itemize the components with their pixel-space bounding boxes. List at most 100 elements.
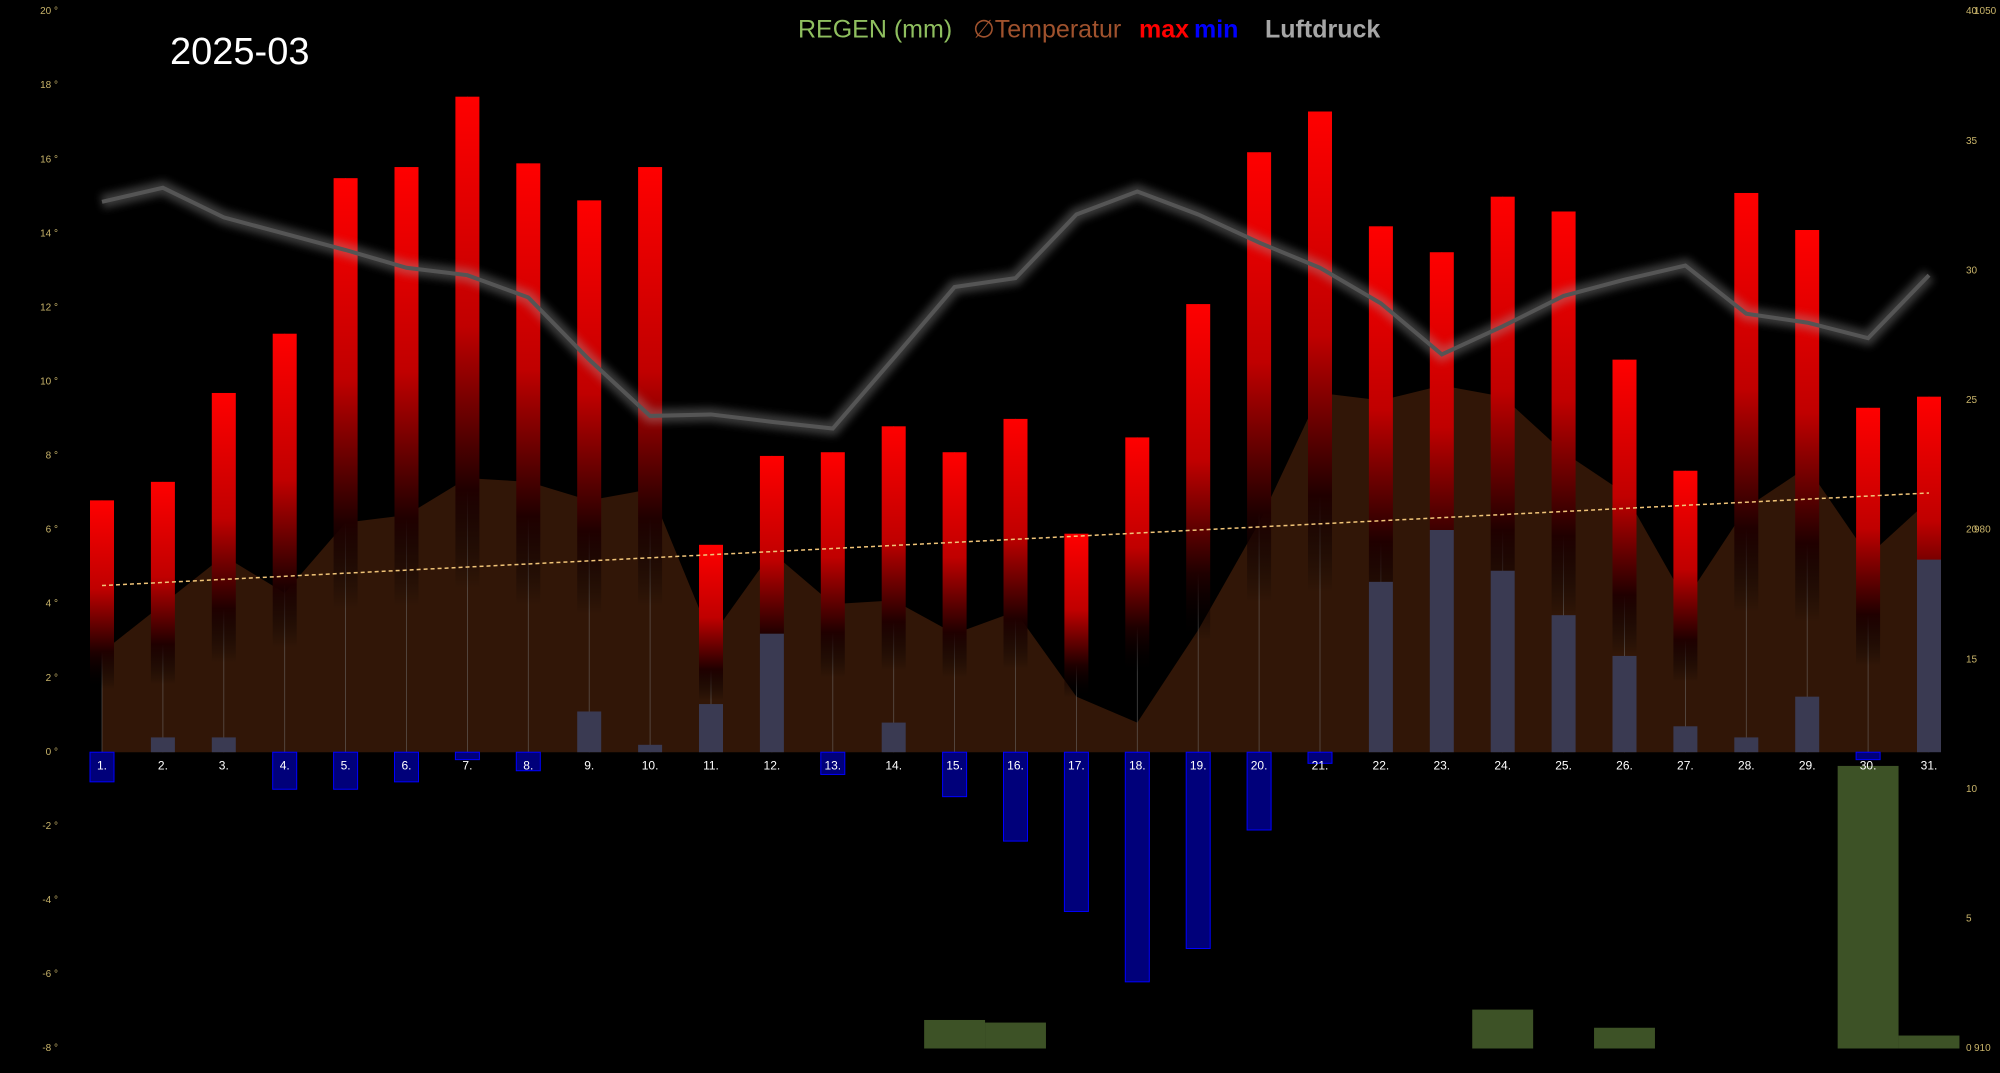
labels-layer: 1. 2. 3. 4. 5. 6. 7. 8. 9. 10. 11. 12. 13. 14. 15. 16. 1… (97, 758, 1937, 772)
x-tick-label: 6. (401, 758, 411, 772)
pressure-line (101, 185, 1931, 431)
min-bar (150, 737, 175, 753)
y-tick-label: 2 ° (46, 673, 58, 684)
min-bar (1734, 737, 1759, 753)
x-tick-label: 30. (1860, 758, 1877, 772)
max-bar (394, 167, 419, 753)
min-bar (1307, 751, 1333, 764)
min-bar (272, 751, 298, 790)
min-bar (881, 722, 906, 753)
y-tick-label: -2 ° (42, 821, 58, 832)
min-bar (1490, 570, 1515, 753)
x-tick-label: 20. (1251, 758, 1268, 772)
y2-tick-label: 30 (1966, 265, 1978, 276)
min-bar (454, 751, 480, 761)
x-tick-label: 1. (97, 758, 107, 772)
y-tick-label: -4 ° (42, 895, 58, 906)
max-bar (1856, 407, 1881, 753)
max-bar (272, 333, 297, 753)
min-bar (759, 633, 784, 753)
x-tick-label: 25. (1555, 758, 1572, 772)
min-bar (89, 751, 115, 783)
x-tick-label: 5. (341, 758, 351, 772)
trend-line (101, 492, 1930, 587)
x-tick-label: 4. (280, 758, 290, 772)
y2-tick-label: 20 (1966, 525, 1978, 536)
min-bar (211, 737, 236, 753)
max-bar (455, 96, 480, 753)
min-bar (820, 751, 846, 775)
y3-tick-label: 980 (1974, 525, 1991, 536)
rain-bar (985, 1022, 1046, 1049)
y2-tick-label: 10 (1966, 784, 1978, 795)
x-tick-label: 17. (1068, 758, 1085, 772)
min-bar (1855, 751, 1881, 761)
y-tick-label: 18 ° (40, 80, 58, 91)
x-tick-label: 31. (1921, 758, 1938, 772)
max-bar (638, 167, 663, 753)
y-tick-label: 16 ° (40, 154, 58, 165)
y2-tick-label: 25 (1966, 395, 1978, 406)
x-tick-label: 27. (1677, 758, 1694, 772)
x-tick-label: 16. (1007, 758, 1024, 772)
bars-layer (89, 96, 1941, 983)
x-tick-label: 13. (824, 758, 841, 772)
x-tick-label: 12. (764, 758, 781, 772)
chart-title: 2025-03 (170, 31, 309, 73)
x-tick-label: 23. (1433, 758, 1450, 772)
y-tick-label: 8 ° (46, 451, 58, 462)
y3-tick-label: 910 (1974, 1043, 1991, 1054)
min-bar (942, 751, 968, 798)
min-bar (1246, 751, 1272, 831)
legend-entry: REGEN (mm) (798, 16, 952, 44)
max-bar (516, 163, 541, 753)
max-bar (150, 481, 175, 753)
x-tick-label: 26. (1616, 758, 1633, 772)
max-bar (211, 392, 236, 753)
max-bar (1734, 192, 1759, 753)
rain-bar (1594, 1027, 1655, 1049)
min-bar (638, 744, 663, 753)
max-bar (1795, 230, 1820, 753)
max-bar (820, 452, 845, 753)
x-tick-label: 28. (1738, 758, 1755, 772)
x-tick-label: 11. (703, 758, 719, 772)
rain-bar (1472, 1009, 1534, 1049)
area-layer (102, 385, 1929, 753)
y-tick-label: 6 ° (46, 525, 58, 536)
max-bar (1673, 470, 1698, 753)
max-bar (1003, 418, 1028, 753)
min-bar (577, 711, 602, 753)
max-bar (1125, 437, 1150, 753)
rain-bar (924, 1019, 986, 1049)
max-bar (942, 452, 967, 753)
min-bar (1795, 696, 1820, 753)
legend-entry: Luftdruck (1265, 16, 1380, 44)
min-bar (1429, 530, 1454, 753)
max-bar (1186, 304, 1211, 753)
min-bar (1612, 655, 1637, 753)
y2-tick-label: 15 (1966, 654, 1978, 665)
min-bar (699, 704, 723, 753)
x-tick-label: 22. (1373, 758, 1390, 772)
min-bar (394, 751, 419, 783)
y2-tick-label: 5 (1966, 914, 1972, 925)
y-tick-label: 0 ° (46, 747, 58, 758)
avg-temp-area (102, 385, 1929, 753)
y-tick-label: 12 ° (40, 302, 58, 313)
legend-entry: min (1194, 16, 1238, 44)
y2-tick-label: 0 (1966, 1043, 1972, 1054)
min-bar (1003, 751, 1028, 842)
min-bar (1063, 751, 1089, 912)
x-tick-label: 24. (1494, 758, 1511, 772)
max-bar (1308, 111, 1332, 753)
y2-tick-label: 35 (1966, 136, 1978, 147)
y-tick-label: -8 ° (42, 1043, 58, 1054)
x-tick-label: 7. (462, 758, 472, 772)
x-tick-label: 8. (523, 758, 533, 772)
line-layer (100, 180, 1935, 587)
min-bar (1185, 751, 1211, 950)
legend-entry: max (1139, 16, 1189, 44)
min-bar (1551, 615, 1576, 753)
